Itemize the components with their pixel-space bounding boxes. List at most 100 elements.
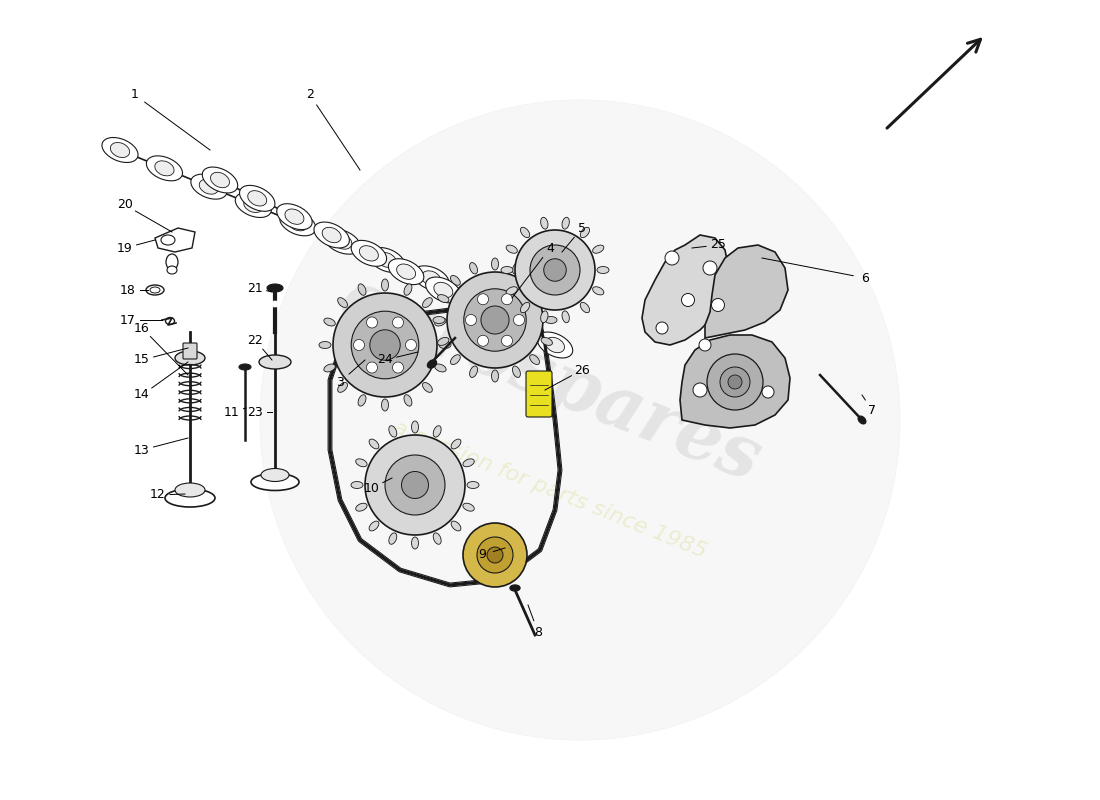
Ellipse shape <box>530 354 539 365</box>
Ellipse shape <box>360 246 378 261</box>
Ellipse shape <box>513 366 520 378</box>
Circle shape <box>682 294 694 306</box>
Ellipse shape <box>355 503 367 511</box>
Circle shape <box>656 322 668 334</box>
Text: 1: 1 <box>131 89 139 102</box>
Circle shape <box>666 251 679 265</box>
Circle shape <box>463 523 527 587</box>
Circle shape <box>402 471 429 498</box>
Ellipse shape <box>414 266 449 291</box>
Text: 23: 23 <box>248 406 263 418</box>
Ellipse shape <box>377 253 396 267</box>
Circle shape <box>370 330 400 360</box>
Ellipse shape <box>492 258 498 270</box>
Ellipse shape <box>470 262 477 274</box>
Text: 4: 4 <box>546 242 554 254</box>
Ellipse shape <box>165 489 214 507</box>
Ellipse shape <box>463 503 474 511</box>
Ellipse shape <box>581 302 590 313</box>
Circle shape <box>487 547 503 563</box>
Ellipse shape <box>319 342 331 349</box>
Ellipse shape <box>510 307 529 322</box>
Circle shape <box>393 317 404 328</box>
Ellipse shape <box>463 459 474 466</box>
Ellipse shape <box>166 254 178 270</box>
Circle shape <box>365 435 465 535</box>
Ellipse shape <box>541 294 552 302</box>
Text: 22: 22 <box>248 334 263 346</box>
Ellipse shape <box>239 364 251 370</box>
Text: 13: 13 <box>134 443 150 457</box>
Ellipse shape <box>470 366 477 378</box>
Ellipse shape <box>451 439 461 449</box>
Text: 18: 18 <box>120 283 136 297</box>
Ellipse shape <box>541 311 548 322</box>
Ellipse shape <box>411 421 418 433</box>
Ellipse shape <box>404 284 411 295</box>
Ellipse shape <box>323 318 336 326</box>
Ellipse shape <box>506 245 517 254</box>
Ellipse shape <box>370 439 378 449</box>
Circle shape <box>543 258 566 282</box>
Circle shape <box>703 261 717 275</box>
Ellipse shape <box>155 161 174 176</box>
Circle shape <box>720 367 750 397</box>
Ellipse shape <box>433 317 446 323</box>
Ellipse shape <box>508 319 527 334</box>
Ellipse shape <box>332 234 352 249</box>
Ellipse shape <box>279 211 316 236</box>
Ellipse shape <box>285 209 304 224</box>
Ellipse shape <box>210 172 230 188</box>
Ellipse shape <box>433 426 441 437</box>
Ellipse shape <box>426 277 461 303</box>
Ellipse shape <box>510 585 520 591</box>
Ellipse shape <box>338 298 348 307</box>
FancyBboxPatch shape <box>183 343 197 359</box>
Text: 14: 14 <box>134 389 150 402</box>
Ellipse shape <box>506 286 517 295</box>
Ellipse shape <box>537 332 573 358</box>
Ellipse shape <box>359 394 366 406</box>
Ellipse shape <box>428 360 437 368</box>
Ellipse shape <box>433 282 453 298</box>
Text: 17: 17 <box>120 314 136 326</box>
Circle shape <box>481 306 509 334</box>
Text: 21: 21 <box>248 282 263 294</box>
Ellipse shape <box>500 266 513 274</box>
Circle shape <box>477 537 513 573</box>
Polygon shape <box>155 228 195 252</box>
Ellipse shape <box>355 459 367 466</box>
Text: 19: 19 <box>117 242 133 254</box>
Ellipse shape <box>240 186 275 211</box>
Ellipse shape <box>502 302 538 327</box>
Ellipse shape <box>202 167 238 193</box>
Ellipse shape <box>397 264 416 279</box>
Ellipse shape <box>546 338 564 353</box>
Circle shape <box>385 455 446 515</box>
Ellipse shape <box>544 317 557 323</box>
Ellipse shape <box>323 364 336 372</box>
Circle shape <box>502 294 513 305</box>
Circle shape <box>260 100 900 740</box>
Ellipse shape <box>530 275 539 286</box>
Ellipse shape <box>277 204 312 230</box>
Circle shape <box>762 386 774 398</box>
Ellipse shape <box>368 247 405 273</box>
Circle shape <box>333 293 437 397</box>
Ellipse shape <box>458 284 494 309</box>
Circle shape <box>502 335 513 346</box>
Ellipse shape <box>248 190 266 206</box>
Text: eurospares: eurospares <box>329 263 771 497</box>
Circle shape <box>712 298 725 311</box>
Text: 16: 16 <box>134 322 150 334</box>
Text: 20: 20 <box>117 198 133 211</box>
Circle shape <box>366 317 377 328</box>
Ellipse shape <box>411 537 418 549</box>
Ellipse shape <box>251 474 299 490</box>
Ellipse shape <box>597 266 609 274</box>
Circle shape <box>351 311 419 379</box>
Ellipse shape <box>161 235 175 245</box>
Text: 26: 26 <box>574 363 590 377</box>
Ellipse shape <box>492 370 498 382</box>
Circle shape <box>393 362 404 373</box>
